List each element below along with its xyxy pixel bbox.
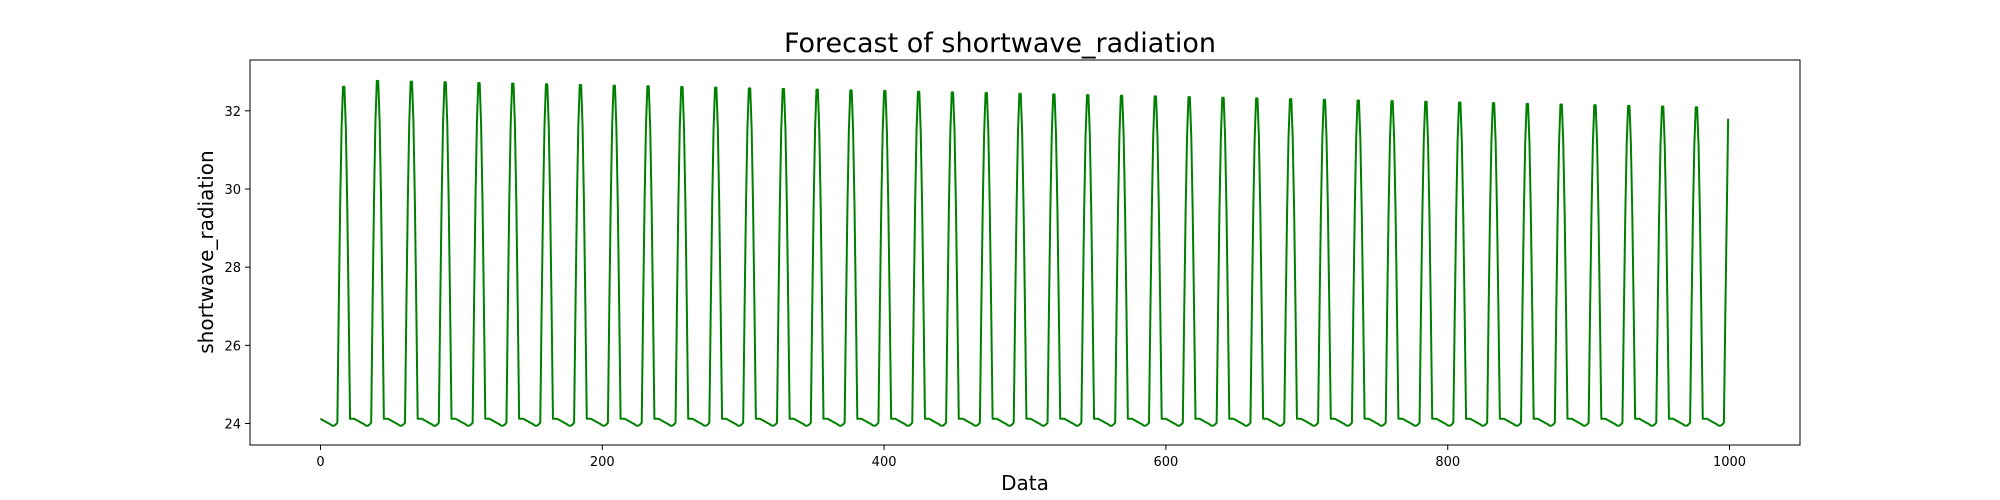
y-tick-label: 32	[224, 105, 241, 120]
x-tick-label: 0	[316, 455, 324, 470]
x-axis-label: Data	[1001, 471, 1049, 495]
x-tick-label: 200	[590, 455, 615, 470]
x-tick-label: 800	[1435, 455, 1460, 470]
y-tick-label: 24	[224, 418, 241, 433]
y-tick-label: 26	[224, 339, 241, 354]
x-tick-label: 400	[872, 455, 897, 470]
series-line	[319, 79, 1730, 427]
axis-ticks: 0 200 400 600 800 1000 24 26 28 30 32	[224, 105, 1746, 470]
chart-title: Forecast of shortwave_radiation	[784, 28, 1216, 59]
x-tick-label: 1000	[1713, 455, 1746, 470]
y-tick-label: 28	[224, 261, 241, 276]
y-tick-label: 30	[224, 183, 241, 198]
plot-area-frame	[249, 59, 1801, 446]
y-axis-label: shortwave_radiation	[194, 150, 218, 353]
x-tick-label: 600	[1153, 455, 1178, 470]
